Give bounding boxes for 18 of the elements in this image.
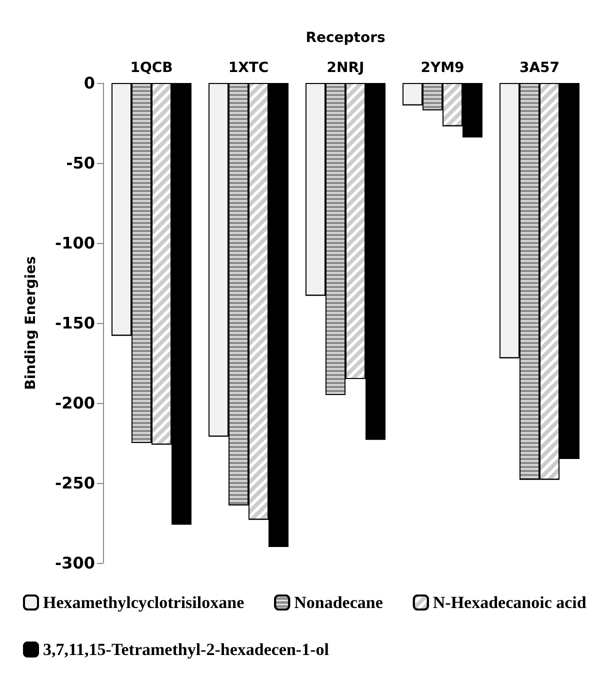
y-axis-title: Binding Energies xyxy=(23,256,39,390)
y-tick-label: -250 xyxy=(54,474,95,492)
x-axis-title: Receptors xyxy=(306,30,386,46)
legend-label: 3,7,11,15-Tetramethyl-2-hexadecen-1-ol xyxy=(43,640,330,659)
x-tick-label: 2YM9 xyxy=(420,60,464,76)
legend-label: Nonadecane xyxy=(294,593,384,612)
x-tick-label: 1QCB xyxy=(130,60,173,76)
x-tick-label: 2NRJ xyxy=(326,60,364,76)
y-tick-label: -50 xyxy=(66,154,95,172)
y-tick-label: -200 xyxy=(54,394,95,412)
y-tick-label: -100 xyxy=(54,234,95,252)
y-tick-label: -300 xyxy=(54,554,95,572)
legend-label: Hexamethylcyclotrisiloxane xyxy=(43,593,245,612)
y-tick-label: 0 xyxy=(84,74,95,92)
x-tick-label: 3A57 xyxy=(519,60,560,76)
x-tick-label: 1XTC xyxy=(228,60,269,76)
legend-label: N-Hexadecanoic acid xyxy=(432,593,587,612)
y-tick-label: -150 xyxy=(54,314,95,332)
